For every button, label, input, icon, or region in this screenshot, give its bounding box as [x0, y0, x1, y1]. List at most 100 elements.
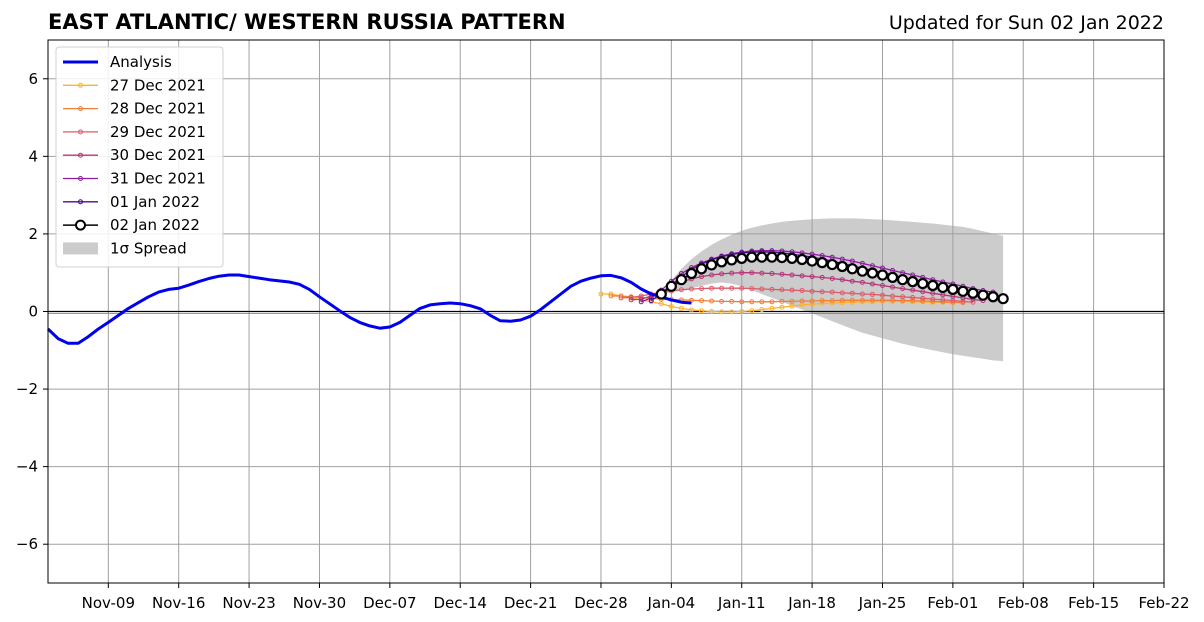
y-axis: −6 −4 −2 0 2 4 6 — [16, 70, 48, 553]
legend-marker — [78, 176, 83, 181]
latest-point — [756, 251, 768, 263]
forecast-point — [678, 305, 684, 311]
forecast-point — [940, 297, 946, 303]
forecast-point — [809, 274, 815, 280]
forecast-point — [638, 293, 644, 299]
legend: Analysis 27 Dec 2021 28 Dec 2021 29 Dec 202… — [55, 46, 224, 268]
forecast-series-4 — [628, 270, 986, 304]
forecast-point — [799, 273, 805, 279]
forecast-point — [729, 309, 735, 315]
forecast-point — [779, 298, 785, 304]
y-tick-label: −6 — [16, 535, 38, 553]
forecast-point — [920, 298, 926, 304]
latest-point — [736, 252, 748, 264]
latest-point — [836, 260, 848, 273]
latest-point — [726, 254, 738, 266]
y-tick-label: 2 — [28, 225, 38, 243]
forecast-point — [598, 291, 604, 297]
x-tick-label: Feb-08 — [998, 594, 1049, 612]
forecast-point — [930, 296, 936, 302]
forecast-point — [859, 260, 865, 266]
forecast-point — [719, 298, 725, 304]
legend-entry: 28 Dec 2021 — [63, 100, 206, 118]
forecast-point — [879, 292, 885, 298]
forecast-point — [719, 271, 725, 277]
legend-label: 1σ Spread — [110, 239, 187, 257]
analysis-series-layer — [46, 273, 692, 345]
legend-marker — [78, 82, 83, 88]
forecast-point — [779, 304, 785, 310]
forecast-point — [699, 274, 705, 280]
legend-label: 30 Dec 2021 — [110, 146, 206, 164]
forecast-point — [688, 307, 694, 313]
forecast-point — [638, 296, 644, 302]
forecast-series-3 — [618, 285, 976, 305]
latest-point — [776, 251, 788, 264]
forecast-point — [749, 270, 755, 276]
x-tick-label: Feb-22 — [1138, 594, 1189, 612]
latest-point — [655, 288, 667, 300]
forecast-point — [769, 286, 775, 292]
legend-label: 01 Jan 2022 — [110, 193, 200, 211]
legend-label: Analysis — [110, 53, 172, 71]
legend-marker — [78, 199, 83, 205]
forecast-point — [799, 298, 805, 304]
legend-marker — [78, 129, 83, 135]
latest-point — [766, 251, 778, 263]
forecast-point — [839, 290, 845, 296]
latest-series-layer — [655, 251, 1009, 305]
latest-point — [716, 256, 728, 268]
latest-point — [796, 253, 808, 266]
x-tick-label: Jan-11 — [717, 594, 766, 612]
forecast-point — [799, 288, 805, 294]
forecast-point — [769, 270, 775, 276]
forecast-point — [739, 309, 745, 314]
latest-point — [997, 293, 1009, 305]
zero-line-layer — [48, 310, 1164, 314]
forecast-point — [839, 277, 845, 283]
forecast-point — [839, 297, 845, 303]
forecast-point — [859, 279, 865, 285]
forecast-point — [729, 270, 735, 276]
x-tick-label: Feb-15 — [1068, 594, 1119, 612]
forecast-point — [729, 285, 735, 291]
forecast-point — [739, 299, 745, 305]
legend-entry: 31 Dec 2021 — [63, 170, 206, 188]
forecast-point — [699, 286, 705, 292]
forecast-point — [608, 293, 614, 299]
forecast-point — [910, 287, 916, 293]
forecast-point — [759, 299, 765, 305]
forecast-point — [809, 288, 815, 294]
forecast-point — [819, 289, 825, 295]
forecast-point — [709, 272, 715, 278]
legend-label: 28 Dec 2021 — [110, 100, 206, 118]
forecast-point — [769, 299, 775, 305]
legend-entry: 30 Dec 2021 — [63, 146, 206, 164]
forecast-point — [749, 299, 755, 305]
latest-point — [947, 283, 959, 295]
forecast-point — [849, 290, 855, 296]
forecast-point — [779, 271, 785, 277]
forecast-point — [829, 298, 835, 304]
forecast-point — [829, 276, 835, 282]
latest-point — [746, 251, 758, 263]
latest-point — [816, 257, 828, 269]
forecast-point — [809, 301, 815, 307]
forecast-point — [879, 283, 885, 289]
forecast-point — [900, 286, 906, 292]
forecast-point — [829, 289, 835, 295]
x-tick-label: Dec-14 — [433, 594, 487, 612]
legend-entry: 27 Dec 2021 — [63, 76, 206, 94]
forecast-point — [890, 284, 896, 290]
latest-point — [917, 277, 929, 290]
latest-point — [866, 267, 879, 279]
forecast-point — [648, 298, 654, 304]
forecast-point — [960, 298, 966, 304]
latest-point — [705, 259, 718, 271]
latest-point — [907, 276, 919, 288]
x-tick-label: Nov-09 — [82, 594, 135, 612]
forecast-point — [869, 281, 875, 287]
legend-entry: 02 Jan 2022 — [63, 216, 200, 234]
legend-entry: Analysis — [63, 53, 172, 71]
latest-point — [675, 274, 688, 286]
